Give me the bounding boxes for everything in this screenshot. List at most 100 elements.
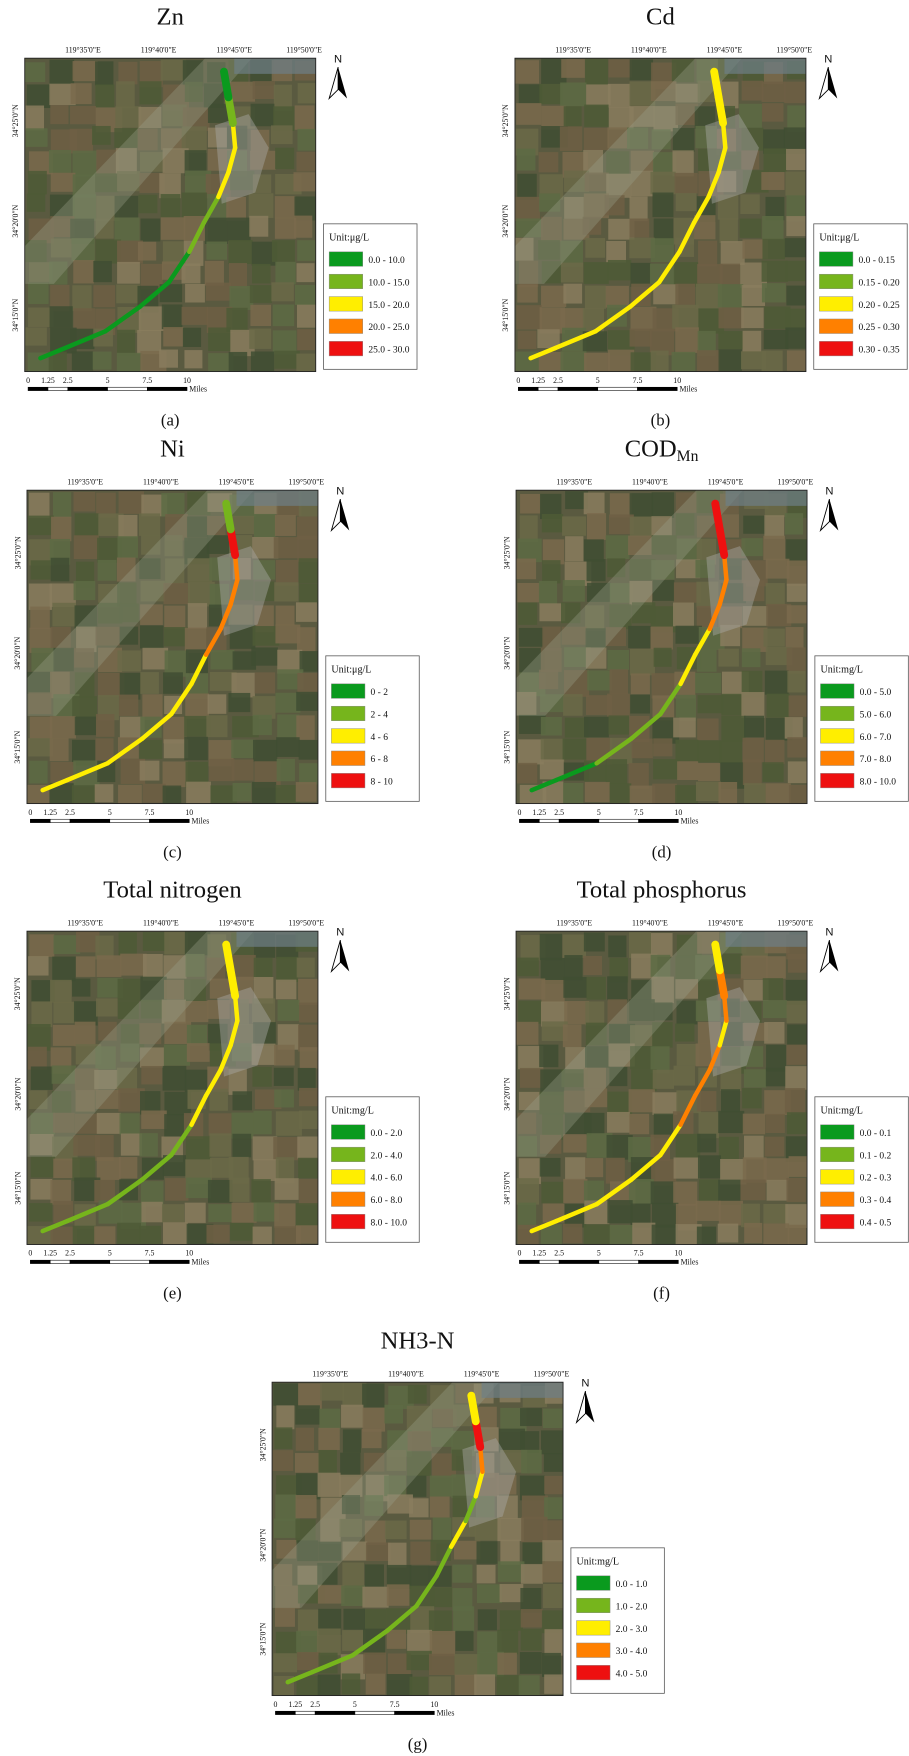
field	[228, 240, 253, 265]
scale-label: 10	[674, 1249, 682, 1258]
field	[784, 513, 804, 535]
field	[53, 647, 74, 672]
field	[608, 514, 634, 535]
field	[651, 535, 677, 555]
latitude-label: 34°25'0"N	[501, 104, 510, 137]
scale-label: 1.25	[532, 1249, 546, 1258]
field	[295, 782, 317, 802]
field	[653, 1002, 673, 1021]
field	[364, 1520, 387, 1545]
field	[97, 695, 119, 721]
field	[518, 538, 542, 563]
river-segment	[65, 1202, 110, 1224]
field	[765, 646, 793, 666]
field	[97, 977, 123, 998]
field	[98, 583, 120, 608]
field	[650, 1134, 670, 1161]
field	[164, 695, 183, 715]
river-segment	[658, 1122, 683, 1158]
map-panel: CODMn 119°35'0"E 119°40'0"E 119°45'0"E 119°5…	[502, 436, 909, 861]
field	[184, 627, 207, 654]
legend-swatch	[328, 251, 363, 267]
legend-label: 6.0 - 7.0	[860, 733, 892, 743]
field	[695, 125, 717, 149]
field	[585, 695, 612, 715]
field	[364, 1609, 387, 1629]
field	[249, 215, 269, 237]
field	[720, 583, 746, 604]
field	[742, 1088, 762, 1109]
river-segment	[448, 1518, 468, 1549]
field	[92, 125, 111, 145]
field	[53, 1112, 75, 1133]
field	[296, 627, 316, 653]
field	[317, 1472, 341, 1497]
field	[249, 328, 272, 349]
field	[428, 1610, 452, 1636]
field	[497, 1517, 524, 1542]
field	[164, 605, 186, 629]
field	[652, 1069, 674, 1089]
field	[92, 351, 112, 370]
field	[251, 647, 278, 666]
field	[521, 1449, 542, 1474]
field	[24, 62, 46, 83]
field	[629, 328, 652, 347]
field	[519, 672, 546, 697]
field	[518, 602, 538, 625]
field	[208, 353, 234, 372]
legend-unit: Unit:μg/L	[819, 233, 859, 244]
field	[719, 218, 738, 243]
field	[275, 979, 297, 1000]
legend-label: 10.0 - 15.0	[368, 278, 409, 288]
field	[298, 558, 318, 584]
river-segment	[285, 1669, 315, 1685]
field	[137, 330, 162, 355]
legend-swatch	[819, 341, 854, 357]
field	[207, 934, 227, 960]
legend-label: 0.1 - 0.2	[860, 1151, 892, 1161]
field	[543, 1583, 564, 1609]
field	[231, 672, 255, 698]
field	[582, 216, 602, 235]
field	[117, 978, 141, 1001]
field	[275, 1157, 295, 1184]
field	[95, 173, 119, 193]
field	[254, 672, 276, 694]
field	[743, 515, 766, 534]
field	[586, 582, 612, 602]
field	[475, 1495, 495, 1521]
field	[429, 1475, 454, 1497]
field	[226, 307, 248, 332]
field	[629, 785, 656, 804]
field	[542, 1561, 563, 1583]
field	[30, 1156, 56, 1178]
field	[607, 127, 630, 149]
field	[517, 1112, 537, 1134]
field	[119, 603, 139, 623]
field	[651, 673, 675, 699]
river-segment	[203, 626, 223, 657]
field	[51, 1065, 76, 1084]
field	[672, 150, 694, 177]
field	[605, 285, 629, 308]
field	[160, 128, 186, 150]
field	[651, 1224, 678, 1245]
field	[50, 172, 76, 192]
field	[762, 238, 786, 260]
field	[163, 739, 189, 759]
field	[741, 150, 760, 170]
field	[651, 976, 674, 1004]
field	[650, 350, 669, 372]
field	[29, 716, 53, 739]
field	[27, 671, 52, 694]
river-segment	[706, 170, 721, 200]
field	[675, 1203, 698, 1231]
field	[765, 1067, 787, 1087]
field	[341, 1495, 361, 1515]
field	[164, 535, 183, 557]
field	[630, 306, 657, 331]
field	[186, 781, 211, 804]
field	[608, 218, 635, 240]
